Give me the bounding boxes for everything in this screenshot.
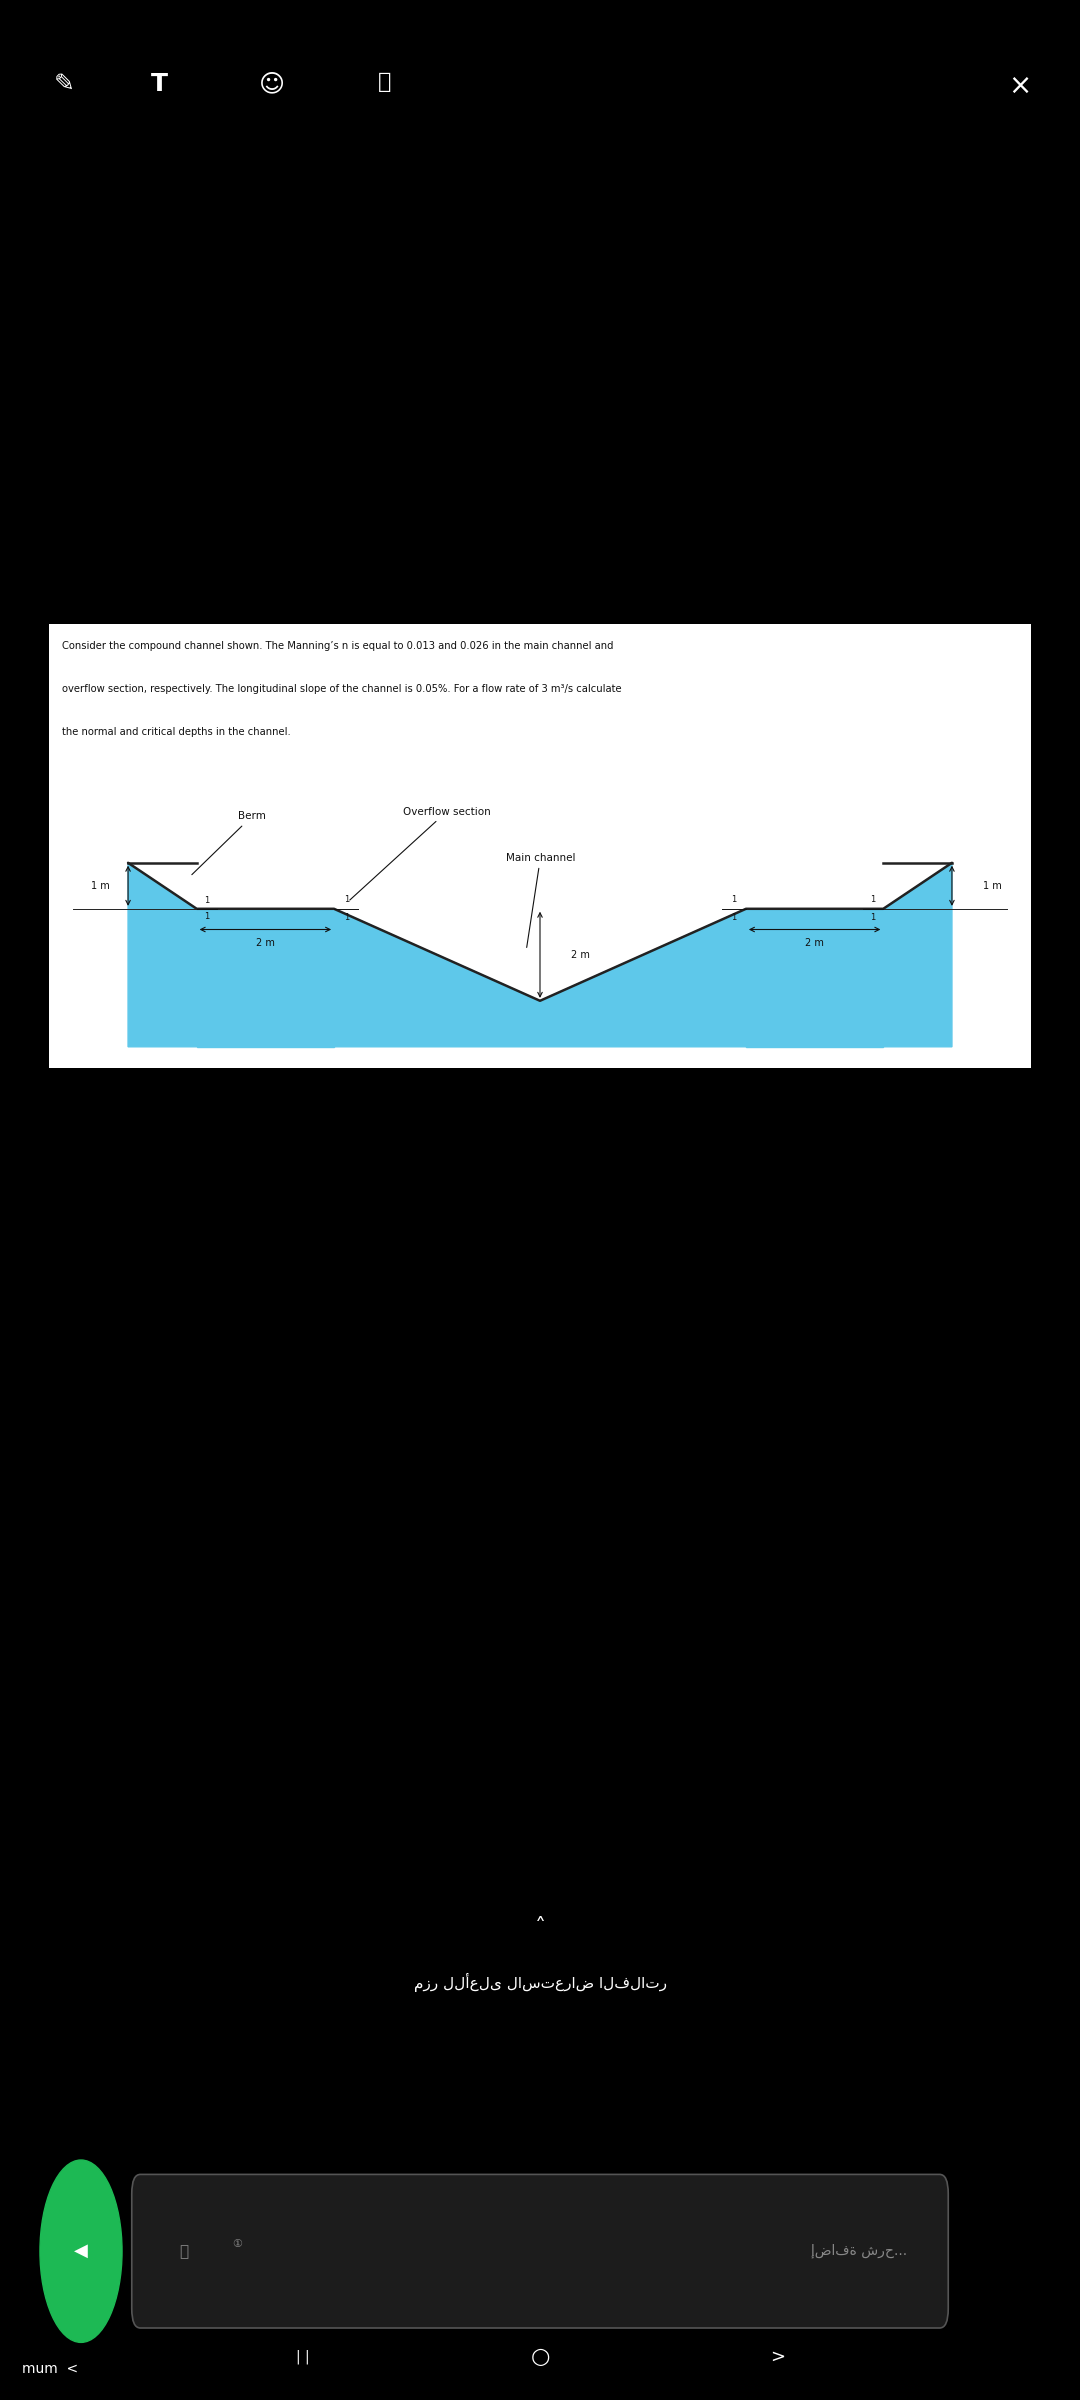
Text: Berm: Berm (192, 811, 266, 874)
Text: مزر للأعلى لاستعراض الفلاتر: مزر للأعلى لاستعراض الفلاتر (414, 1973, 666, 1992)
Text: 1: 1 (731, 895, 737, 905)
Text: ✎: ✎ (54, 72, 75, 96)
Text: ˄: ˄ (535, 1918, 545, 1937)
Text: 1: 1 (204, 912, 210, 922)
Text: 2 m: 2 m (806, 938, 824, 948)
Text: | |: | | (296, 2350, 309, 2364)
Text: 1: 1 (731, 914, 737, 922)
Text: 1: 1 (870, 895, 876, 905)
Text: ①: ① (232, 2239, 243, 2249)
Text: T: T (151, 72, 168, 96)
Polygon shape (883, 862, 951, 1046)
Bar (49, 624, 1031, 1068)
Text: 1: 1 (204, 895, 210, 905)
FancyBboxPatch shape (132, 2174, 948, 2328)
Text: >: > (770, 2347, 785, 2366)
Text: mum  <: mum < (22, 2362, 78, 2376)
Text: the normal and critical depths in the channel.: the normal and critical depths in the ch… (62, 727, 291, 737)
Text: 2 m: 2 m (571, 950, 590, 960)
Text: ×: × (1008, 72, 1031, 101)
Text: إضافة شرح...: إضافة شرح... (811, 2244, 907, 2258)
Text: 1: 1 (343, 914, 349, 922)
Text: ☺: ☺ (259, 72, 285, 96)
Polygon shape (746, 910, 883, 1046)
Text: ○: ○ (530, 2347, 550, 2366)
Circle shape (40, 2160, 122, 2342)
Text: 1: 1 (343, 895, 349, 905)
Text: Main channel: Main channel (505, 852, 576, 948)
Text: 1 m: 1 m (983, 881, 1001, 890)
Text: 1 m: 1 m (91, 881, 110, 890)
Text: ◀: ◀ (75, 2242, 87, 2261)
Polygon shape (129, 862, 197, 1046)
Text: 1: 1 (870, 914, 876, 922)
Text: 2 m: 2 m (256, 938, 274, 948)
Polygon shape (197, 910, 334, 1046)
Text: overflow section, respectively. The longitudinal slope of the channel is 0.05%. : overflow section, respectively. The long… (62, 684, 621, 694)
Text: ⤾: ⤾ (378, 72, 391, 91)
Polygon shape (334, 910, 746, 1046)
Text: Consider the compound channel shown. The Manning’s n is equal to 0.013 and 0.026: Consider the compound channel shown. The… (62, 641, 613, 650)
Text: 🖼: 🖼 (179, 2244, 188, 2258)
Text: Overflow section: Overflow section (350, 806, 490, 900)
